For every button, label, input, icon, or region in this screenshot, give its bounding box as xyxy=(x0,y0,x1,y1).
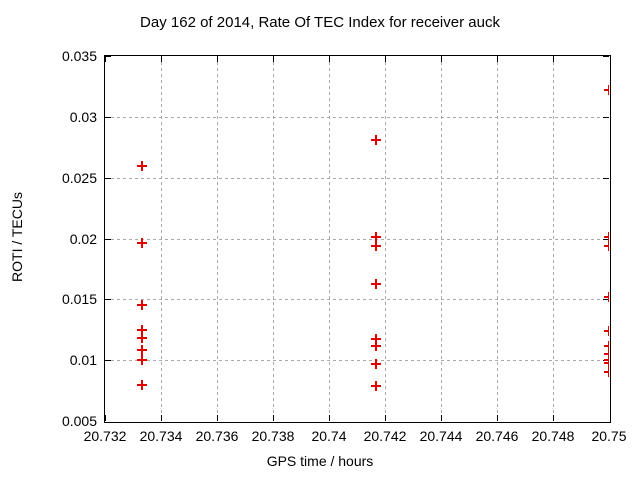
x-tick-mark-bottom xyxy=(329,415,330,421)
x-tick-label: 20.736 xyxy=(195,428,239,444)
data-point-marker xyxy=(604,340,609,351)
data-point-marker xyxy=(370,278,381,289)
x-axis-label: GPS time / hours xyxy=(266,453,374,469)
gridline-vertical xyxy=(329,56,330,421)
y-tick-label: 0.035 xyxy=(61,48,97,64)
data-point-marker xyxy=(137,300,148,311)
x-tick-label: 20.746 xyxy=(475,428,519,444)
x-tick-label: 20.742 xyxy=(363,428,407,444)
data-point-marker xyxy=(137,324,148,335)
data-point-marker xyxy=(137,238,148,249)
x-tick-mark-top xyxy=(161,56,162,62)
y-tick-mark-right xyxy=(603,299,609,300)
data-point-marker xyxy=(604,232,609,243)
x-tick-mark-top xyxy=(273,56,274,62)
data-point-marker xyxy=(137,355,148,366)
data-point-marker xyxy=(137,379,148,390)
x-tick-mark-top xyxy=(105,56,106,62)
data-point-marker xyxy=(604,85,609,96)
y-tick-mark-left xyxy=(105,299,111,300)
gridline-vertical xyxy=(553,56,554,421)
gridline-vertical xyxy=(217,56,218,421)
data-point-marker xyxy=(370,232,381,243)
gridline-vertical xyxy=(273,56,274,421)
gridline-vertical xyxy=(497,56,498,421)
y-tick-label: 0.025 xyxy=(61,170,97,186)
x-tick-label: 20.734 xyxy=(139,428,183,444)
x-tick-mark-bottom xyxy=(217,415,218,421)
x-tick-mark-top xyxy=(385,56,386,62)
data-point-marker xyxy=(370,340,381,351)
gridline-vertical xyxy=(441,56,442,421)
x-tick-label: 20.744 xyxy=(419,428,463,444)
x-tick-label: 20.732 xyxy=(83,428,127,444)
y-tick-label: 0.01 xyxy=(69,352,97,368)
y-tick-mark-left xyxy=(105,239,111,240)
x-tick-mark-top xyxy=(329,56,330,62)
y-tick-label: 0.02 xyxy=(69,231,97,247)
gridline-horizontal xyxy=(105,299,609,300)
gridline-vertical xyxy=(385,56,386,421)
x-tick-label: 20.748 xyxy=(531,428,575,444)
data-point-marker xyxy=(137,333,148,344)
gridline-horizontal xyxy=(105,178,609,179)
x-tick-label: 20.738 xyxy=(251,428,295,444)
data-point-marker xyxy=(370,358,381,369)
y-tick-mark-right xyxy=(603,117,609,118)
plot-border xyxy=(104,55,611,423)
x-tick-mark-bottom xyxy=(553,415,554,421)
plot-area xyxy=(105,56,609,421)
data-point-marker xyxy=(604,367,609,378)
gridline-horizontal xyxy=(105,239,609,240)
x-tick-label: 20.75 xyxy=(591,428,627,444)
data-point-marker xyxy=(137,345,148,356)
gridline-horizontal xyxy=(105,117,609,118)
data-point-marker xyxy=(604,240,609,251)
data-point-marker xyxy=(370,334,381,345)
data-point-marker xyxy=(370,134,381,145)
y-tick-label: 0.03 xyxy=(69,109,97,125)
x-tick-mark-bottom xyxy=(497,415,498,421)
x-tick-mark-bottom xyxy=(105,415,106,421)
x-tick-mark-bottom xyxy=(273,415,274,421)
chart-title: Day 162 of 2014, Rate Of TEC Index for r… xyxy=(140,14,500,31)
x-tick-label: 20.74 xyxy=(311,428,347,444)
y-tick-mark-left xyxy=(105,360,111,361)
y-tick-mark-right xyxy=(603,56,609,57)
y-tick-label: 0.015 xyxy=(61,291,97,307)
y-tick-label: 0.005 xyxy=(61,413,97,429)
gridline-horizontal xyxy=(105,360,609,361)
data-point-marker xyxy=(604,325,609,336)
data-point-marker xyxy=(604,357,609,368)
x-tick-mark-top xyxy=(217,56,218,62)
y-tick-mark-right xyxy=(603,239,609,240)
data-point-marker xyxy=(370,240,381,251)
y-tick-mark-right xyxy=(603,178,609,179)
x-tick-mark-top xyxy=(553,56,554,62)
y-tick-mark-left xyxy=(105,56,111,57)
data-point-marker xyxy=(604,349,609,360)
x-tick-mark-bottom xyxy=(161,415,162,421)
data-point-marker xyxy=(604,291,609,302)
data-point-marker xyxy=(137,160,148,171)
x-tick-mark-top xyxy=(441,56,442,62)
data-point-marker xyxy=(370,380,381,391)
x-tick-mark-bottom xyxy=(385,415,386,421)
x-tick-mark-top xyxy=(497,56,498,62)
x-tick-mark-bottom xyxy=(441,415,442,421)
gridline-vertical xyxy=(161,56,162,421)
y-tick-mark-left xyxy=(105,117,111,118)
y-tick-mark-left xyxy=(105,178,111,179)
